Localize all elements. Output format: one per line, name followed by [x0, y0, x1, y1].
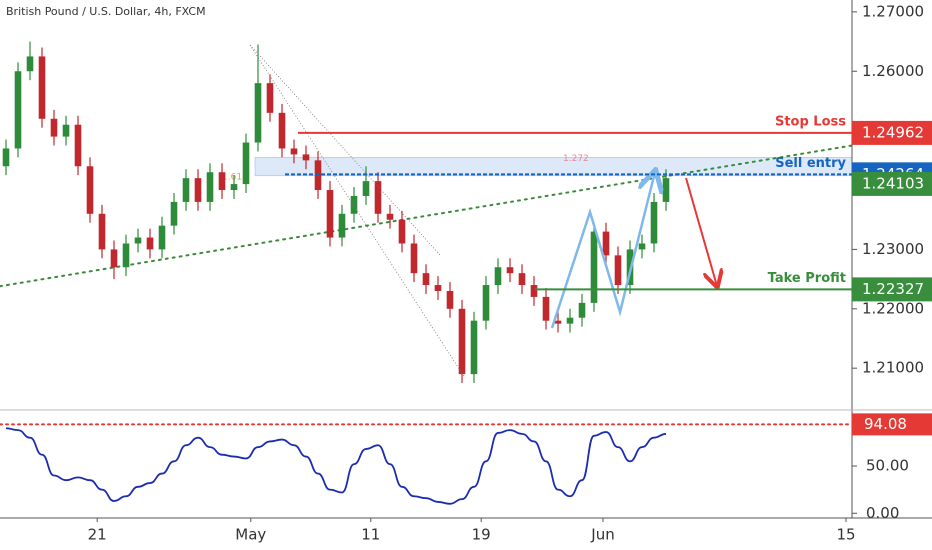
- candle-body: [62, 124, 70, 137]
- candle-body: [218, 172, 226, 191]
- x-tick-label: Jun: [590, 526, 614, 544]
- candle-body: [230, 184, 238, 191]
- channel-line: [249, 44, 466, 379]
- level-name: Sell entry: [775, 156, 846, 171]
- candle-body: [590, 231, 598, 303]
- candle-body: [146, 237, 154, 250]
- candle-body: [386, 213, 394, 220]
- candle-body: [38, 56, 46, 119]
- candle-body: [446, 290, 454, 309]
- candle-body: [350, 195, 358, 214]
- candle-body: [134, 237, 142, 244]
- candle-body: [158, 225, 166, 250]
- stoch-tick-label: 50.00: [866, 457, 909, 475]
- level-box: [852, 171, 932, 196]
- candle-body: [170, 201, 178, 226]
- candle-body: [302, 154, 310, 161]
- candle-body: [638, 243, 646, 250]
- candle-body: [254, 83, 262, 143]
- y-tick-label: 1.23000: [862, 240, 924, 258]
- candle-body: [278, 112, 286, 149]
- y-tick-label: 1.21000: [862, 359, 924, 377]
- candle-body: [362, 181, 370, 196]
- level-name: Take Profit: [768, 271, 846, 286]
- candle-body: [50, 118, 58, 137]
- candle-body: [650, 201, 658, 244]
- x-tick-label: 11: [361, 526, 380, 544]
- candle-body: [542, 296, 550, 321]
- candle-body: [662, 178, 670, 202]
- projection-arrows: [550, 172, 655, 329]
- y-tick-label: 1.26000: [862, 62, 924, 80]
- y-tick-label: 1.27000: [862, 2, 924, 20]
- candle-body: [290, 148, 298, 155]
- stoch-tick-label: 0.00: [866, 504, 899, 522]
- x-tick-label: 19: [472, 526, 491, 544]
- x-tick-label: 15: [836, 526, 855, 544]
- candle-body: [122, 243, 130, 268]
- candle-body: [554, 320, 562, 324]
- candle-body: [26, 56, 34, 72]
- candle-body: [2, 148, 10, 167]
- candle-body: [578, 302, 586, 318]
- candle-body: [86, 166, 94, 214]
- level-price: 1.22327: [862, 280, 924, 298]
- x-tick-label: 21: [88, 526, 107, 544]
- candle-body: [434, 285, 442, 291]
- level-box: [852, 277, 932, 302]
- candle-body: [518, 273, 526, 286]
- candle-body: [326, 190, 334, 238]
- y-tick-label: 1.22000: [862, 299, 924, 317]
- chart-title: British Pound / U.S. Dollar, 4h, FXCM: [6, 5, 206, 18]
- candle-body: [266, 83, 274, 113]
- candle-body: [110, 249, 118, 268]
- stoch-level-box: [852, 413, 932, 436]
- candle-body: [614, 255, 622, 286]
- candle-body: [206, 172, 214, 202]
- level-price: 1.24962: [862, 123, 924, 141]
- level-box: [852, 120, 932, 145]
- candle-body: [374, 181, 382, 214]
- candle-body: [98, 213, 106, 250]
- candle-body: [470, 320, 478, 375]
- fib-label: 1.272: [563, 154, 589, 164]
- candle-body: [14, 71, 22, 149]
- channel-line: [249, 44, 441, 256]
- candle-body: [194, 178, 202, 202]
- level-name: Stop Loss: [775, 114, 846, 129]
- stoch-line: [5, 427, 667, 505]
- candle-body: [458, 308, 466, 375]
- stoch-level-label: 94.08: [864, 415, 907, 433]
- candle-body: [182, 178, 190, 202]
- candle-body: [242, 142, 250, 185]
- candle-body: [338, 213, 346, 238]
- x-tick-label: May: [235, 526, 266, 544]
- drawings: [249, 44, 717, 379]
- candle-body: [398, 219, 406, 244]
- fib-label: 1.618: [222, 172, 248, 182]
- sell-arrow: [685, 177, 717, 286]
- candle-body: [410, 243, 418, 274]
- candle-body: [74, 124, 82, 167]
- candle-body: [494, 267, 502, 286]
- candle-body: [422, 273, 430, 286]
- level-price: 1.24103: [862, 174, 924, 192]
- candle-body: [566, 317, 574, 324]
- candle-body: [506, 267, 514, 274]
- candle-body: [530, 285, 538, 297]
- candle-body: [602, 231, 610, 256]
- candle-body: [482, 285, 490, 321]
